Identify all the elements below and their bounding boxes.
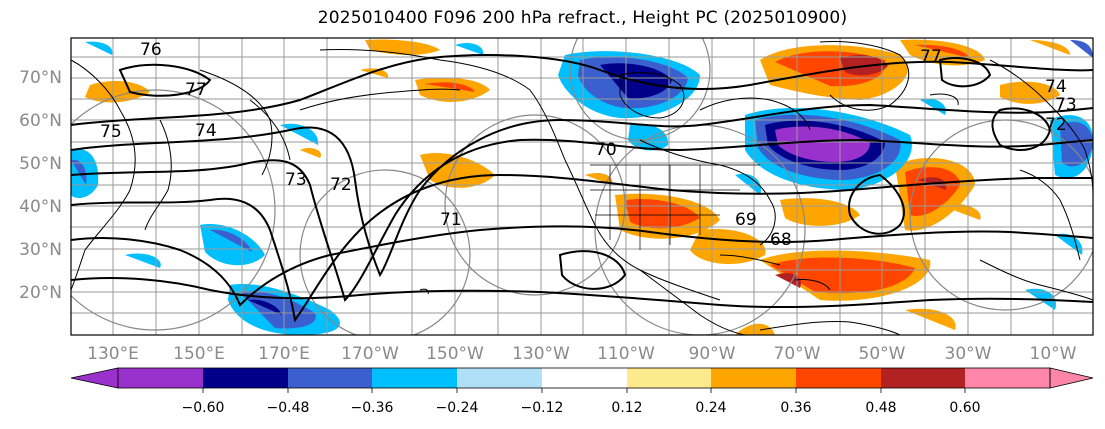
colorbar-swatch: [627, 368, 711, 388]
lon-label: 90°W: [688, 344, 736, 364]
colorbar-tick-label: −0.24: [435, 400, 479, 416]
contour-label: 73: [1055, 95, 1077, 115]
colorbar-tick-label: −0.60: [181, 400, 225, 416]
colorbar-tick-label: 0.12: [611, 400, 643, 416]
colorbar-swatch: [118, 368, 203, 388]
colorbar-tick-label: −0.12: [520, 400, 564, 416]
contour-label: 74: [1045, 77, 1067, 97]
lon-label: 150°W: [426, 344, 484, 364]
lat-label: 70°N: [19, 68, 62, 88]
colorbar-tick-label: −0.36: [350, 400, 394, 416]
contour-label: 71: [440, 210, 462, 230]
coastlines: [71, 41, 1093, 335]
colorbar: [70, 367, 1094, 393]
lon-label: 110°W: [597, 344, 655, 364]
lon-label: 10°W: [1029, 344, 1077, 364]
lat-label: 40°N: [19, 197, 62, 217]
colorbar-swatch: [711, 368, 796, 388]
lon-label: 30°W: [944, 344, 992, 364]
colorbar-swatch: [965, 368, 1050, 388]
colorbar-tick-label: 0.36: [780, 400, 812, 416]
lat-label: 20°N: [19, 283, 62, 303]
contour-label: 69: [735, 210, 757, 230]
colorbar-tick-label: 0.60: [949, 400, 981, 416]
colorbar-swatch: [457, 368, 542, 388]
height-contours: [71, 54, 1093, 323]
colorbar-swatch: [203, 368, 288, 388]
colorbar-min-extend: [70, 367, 119, 389]
contour-label: 75: [100, 122, 122, 142]
colorbar-tick-label: 0.48: [865, 400, 897, 416]
colorbar-swatch: [881, 368, 965, 388]
colorbar-tick-label: −0.48: [266, 400, 310, 416]
graticule: [71, 38, 1093, 335]
map-frame: [70, 37, 1094, 336]
contour-label: 73: [285, 170, 307, 190]
contour-labels: 76 77 75 74 73 72 71 70 69 68 77 74 73 7…: [100, 40, 1077, 250]
map-title: 2025010400 F096 200 hPa refract., Height…: [317, 8, 848, 28]
colorbar-swatch: [288, 368, 372, 388]
lon-label: 130°E: [87, 344, 139, 364]
contour-label: 77: [920, 47, 942, 67]
contour-label: 72: [330, 175, 352, 195]
lon-label: 70°W: [773, 344, 821, 364]
lon-label: 170°W: [341, 344, 399, 364]
lon-label: 50°W: [858, 344, 906, 364]
contour-label: 68: [770, 230, 792, 250]
colorbar-swatch: [542, 368, 627, 388]
contour-label: 72: [1045, 115, 1067, 135]
colorbar-tick-label: 0.24: [695, 400, 727, 416]
range-rings: [71, 38, 1093, 335]
contour-label: 77: [185, 80, 207, 100]
colorbar-frame: [117, 367, 1051, 389]
lat-label: 50°N: [19, 154, 62, 174]
colorbar-max-extend: [1049, 367, 1094, 389]
colorbar-swatch: [796, 368, 881, 388]
lon-label: 150°E: [173, 344, 225, 364]
lat-label: 60°N: [19, 111, 62, 131]
lon-label: 130°W: [512, 344, 570, 364]
contour-label: 76: [140, 40, 162, 60]
contour-label: 74: [195, 121, 217, 141]
contour-label: 70: [595, 140, 617, 160]
lat-label: 30°N: [19, 240, 62, 260]
colorbar-swatch: [372, 368, 457, 388]
lon-label: 170°E: [258, 344, 310, 364]
